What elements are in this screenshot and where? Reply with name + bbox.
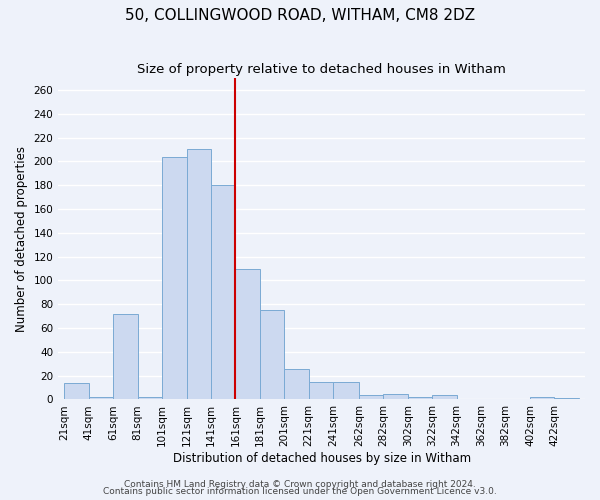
Y-axis label: Number of detached properties: Number of detached properties: [15, 146, 28, 332]
Bar: [554, 398, 579, 400]
Bar: [408, 397, 432, 400]
Bar: [309, 382, 333, 400]
Text: 50 COLLINGWOOD ROAD: 161sqm
← 85% of detached houses are smaller (784)
15% of se: 50 COLLINGWOOD ROAD: 161sqm ← 85% of det…: [0, 499, 1, 500]
Bar: [235, 268, 260, 400]
Bar: [432, 394, 457, 400]
Bar: [89, 397, 113, 400]
Bar: [284, 368, 309, 400]
Bar: [211, 185, 235, 400]
Title: Size of property relative to detached houses in Witham: Size of property relative to detached ho…: [137, 62, 506, 76]
Bar: [383, 394, 408, 400]
Bar: [137, 397, 162, 400]
Text: Contains HM Land Registry data © Crown copyright and database right 2024.: Contains HM Land Registry data © Crown c…: [124, 480, 476, 489]
Bar: [333, 382, 359, 400]
Bar: [530, 397, 554, 400]
X-axis label: Distribution of detached houses by size in Witham: Distribution of detached houses by size …: [173, 452, 470, 465]
Bar: [113, 314, 137, 400]
Bar: [359, 394, 383, 400]
Bar: [260, 310, 284, 400]
Bar: [64, 383, 89, 400]
Bar: [187, 150, 211, 400]
Text: 50, COLLINGWOOD ROAD, WITHAM, CM8 2DZ: 50, COLLINGWOOD ROAD, WITHAM, CM8 2DZ: [125, 8, 475, 22]
Text: Contains public sector information licensed under the Open Government Licence v3: Contains public sector information licen…: [103, 487, 497, 496]
Bar: [162, 156, 187, 400]
